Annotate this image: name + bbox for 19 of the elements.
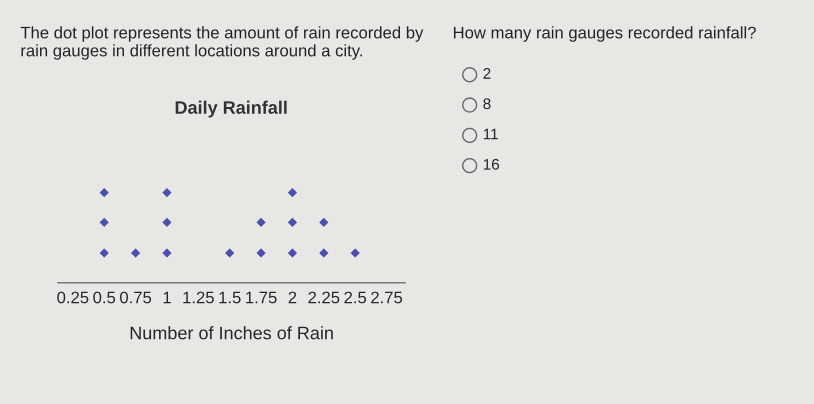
text: 8 bbox=[483, 98, 491, 110]
x-tick-label: 2.25 bbox=[308, 292, 340, 304]
x-tick-label: 2.5 bbox=[344, 292, 366, 304]
chart-title: Daily Rainfall bbox=[176, 100, 287, 118]
x-tick-label: 1.75 bbox=[246, 292, 277, 304]
x-tick-label: 2.75 bbox=[371, 292, 402, 304]
text: How many rain gauges recorded rainfall? bbox=[454, 26, 756, 42]
text: The dot plot represents the amount of rain recorded by rain gauges in different locations around a city. bbox=[20, 26, 424, 60]
x-tick-label: 1 bbox=[164, 292, 171, 304]
x-tick-label: 0.5 bbox=[93, 292, 116, 304]
x-tick-label: 0.25 bbox=[57, 292, 88, 304]
text: 16 bbox=[484, 158, 500, 170]
text: 2 bbox=[483, 68, 490, 79]
text: 11 bbox=[484, 128, 498, 140]
x-axis-title: Number of Inches of Rain bbox=[130, 326, 333, 340]
x-tick-label: 1.5 bbox=[219, 292, 241, 304]
x-tick-label: 1.25 bbox=[183, 292, 214, 304]
x-tick-label: 2 bbox=[288, 292, 296, 304]
x-tick-label: 0.75 bbox=[120, 292, 152, 304]
